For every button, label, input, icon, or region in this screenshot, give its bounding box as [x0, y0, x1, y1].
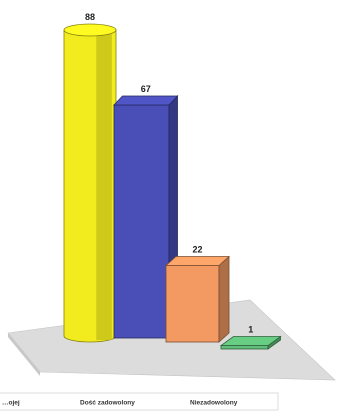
legend-item: …ojej [2, 400, 20, 407]
value-label: 22 [192, 245, 202, 255]
bar [113, 104, 170, 339]
bar-top [164, 256, 231, 266]
legend: …ojej Dość zadowolony Niezadowolony [0, 392, 279, 411]
legend-box [0, 392, 279, 411]
bar-shading [96, 30, 112, 340]
bar-side [218, 255, 230, 343]
floor-edge [8, 333, 40, 376]
bar-top [63, 23, 117, 37]
bar [220, 345, 269, 350]
value-label: 67 [141, 84, 151, 94]
bars [63, 23, 282, 350]
legend-item: Dość zadowolony [80, 400, 135, 407]
bar-top [113, 95, 179, 106]
value-label: 88 [85, 12, 95, 22]
value-label: 1 [248, 325, 253, 335]
legend-item: Niezadowolony [190, 400, 238, 407]
value-labels: 88 67 22 1 [85, 12, 253, 335]
bar [165, 265, 220, 343]
bar-top [219, 336, 282, 346]
